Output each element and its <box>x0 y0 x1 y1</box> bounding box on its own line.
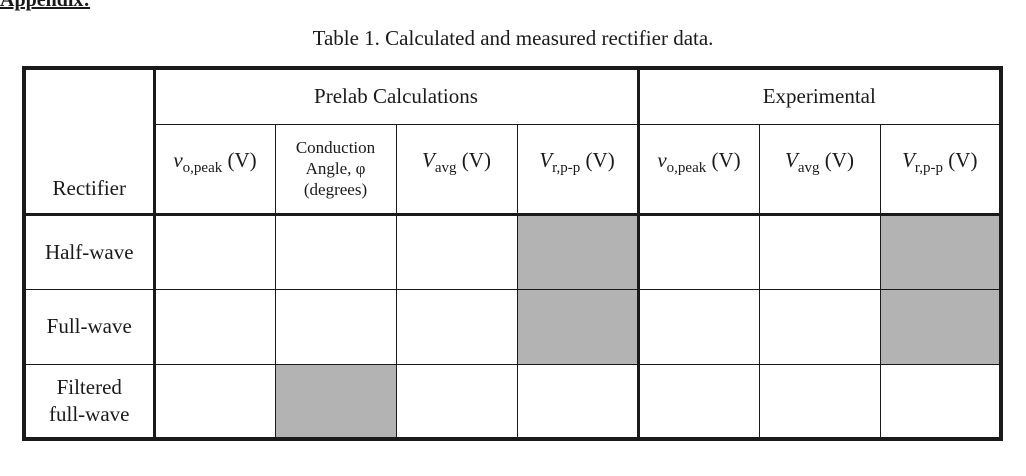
cell-filtered-vopeak-exp[interactable] <box>636 363 760 440</box>
cell-half-wave-vrpp-exp-shaded <box>879 213 1002 290</box>
group-header-prelab: Prelab Calculations <box>153 67 639 125</box>
row-label-filtered-full-wave: Filtered full-wave <box>23 363 156 440</box>
table-caption: Table 1. Calculated and measured rectifi… <box>312 26 714 50</box>
cell-full-wave-vopeak-prelab[interactable] <box>153 288 276 365</box>
cell-half-wave-vavg-prelab[interactable] <box>395 213 518 290</box>
col-header-vrpp-exp: Vr,p-p (V) <box>879 123 1002 216</box>
col-header-vrpp-prelab: Vr,p-p (V) <box>516 123 639 216</box>
cell-full-wave-vrpp-prelab-shaded <box>516 288 639 365</box>
cell-filtered-vrpp-prelab[interactable] <box>516 363 639 440</box>
cell-filtered-vrpp-exp[interactable] <box>879 363 1002 440</box>
cell-filtered-vavg-exp[interactable] <box>758 363 881 440</box>
cell-filtered-vopeak-prelab[interactable] <box>153 363 276 440</box>
corner-label: Rectifier <box>52 175 126 200</box>
col-header-vopeak-exp: vo,peak (V) <box>636 123 760 216</box>
table-row-half-wave: Half-wave <box>23 213 1002 290</box>
appendix-heading: Appendix: <box>0 0 91 11</box>
cell-half-wave-conduction-angle[interactable] <box>274 213 397 290</box>
col-header-conduction-angle: Conduction Angle, φ (degrees) <box>274 123 397 216</box>
cell-full-wave-vopeak-exp[interactable] <box>636 288 760 365</box>
col-header-vavg-prelab: Vavg (V) <box>395 123 518 216</box>
row-label-full-wave: Full-wave <box>23 288 156 365</box>
cell-full-wave-conduction-angle[interactable] <box>274 288 397 365</box>
col-header-vavg-exp: Vavg (V) <box>758 123 881 216</box>
corner-header: Rectifier <box>23 67 156 216</box>
cell-half-wave-vopeak-exp[interactable] <box>636 213 760 290</box>
table-row-full-wave: Full-wave <box>23 288 1002 365</box>
cell-full-wave-vavg-prelab[interactable] <box>395 288 518 365</box>
group-header-experimental: Experimental <box>636 67 1002 125</box>
cell-half-wave-vavg-exp[interactable] <box>758 213 881 290</box>
rectifier-table: Rectifier Prelab Calculations Experiment… <box>22 66 1003 441</box>
col-header-vopeak-prelab: vo,peak (V) <box>153 123 276 216</box>
cell-filtered-conduction-angle-shaded <box>274 363 397 440</box>
cell-filtered-vavg-prelab[interactable] <box>395 363 518 440</box>
cell-full-wave-vavg-exp[interactable] <box>758 288 881 365</box>
cell-half-wave-vopeak-prelab[interactable] <box>153 213 276 290</box>
cell-full-wave-vrpp-exp-shaded <box>879 288 1002 365</box>
table-row-filtered-full-wave: Filtered full-wave <box>23 363 1002 440</box>
cell-half-wave-vrpp-prelab-shaded <box>516 213 639 290</box>
row-label-half-wave: Half-wave <box>23 213 156 290</box>
